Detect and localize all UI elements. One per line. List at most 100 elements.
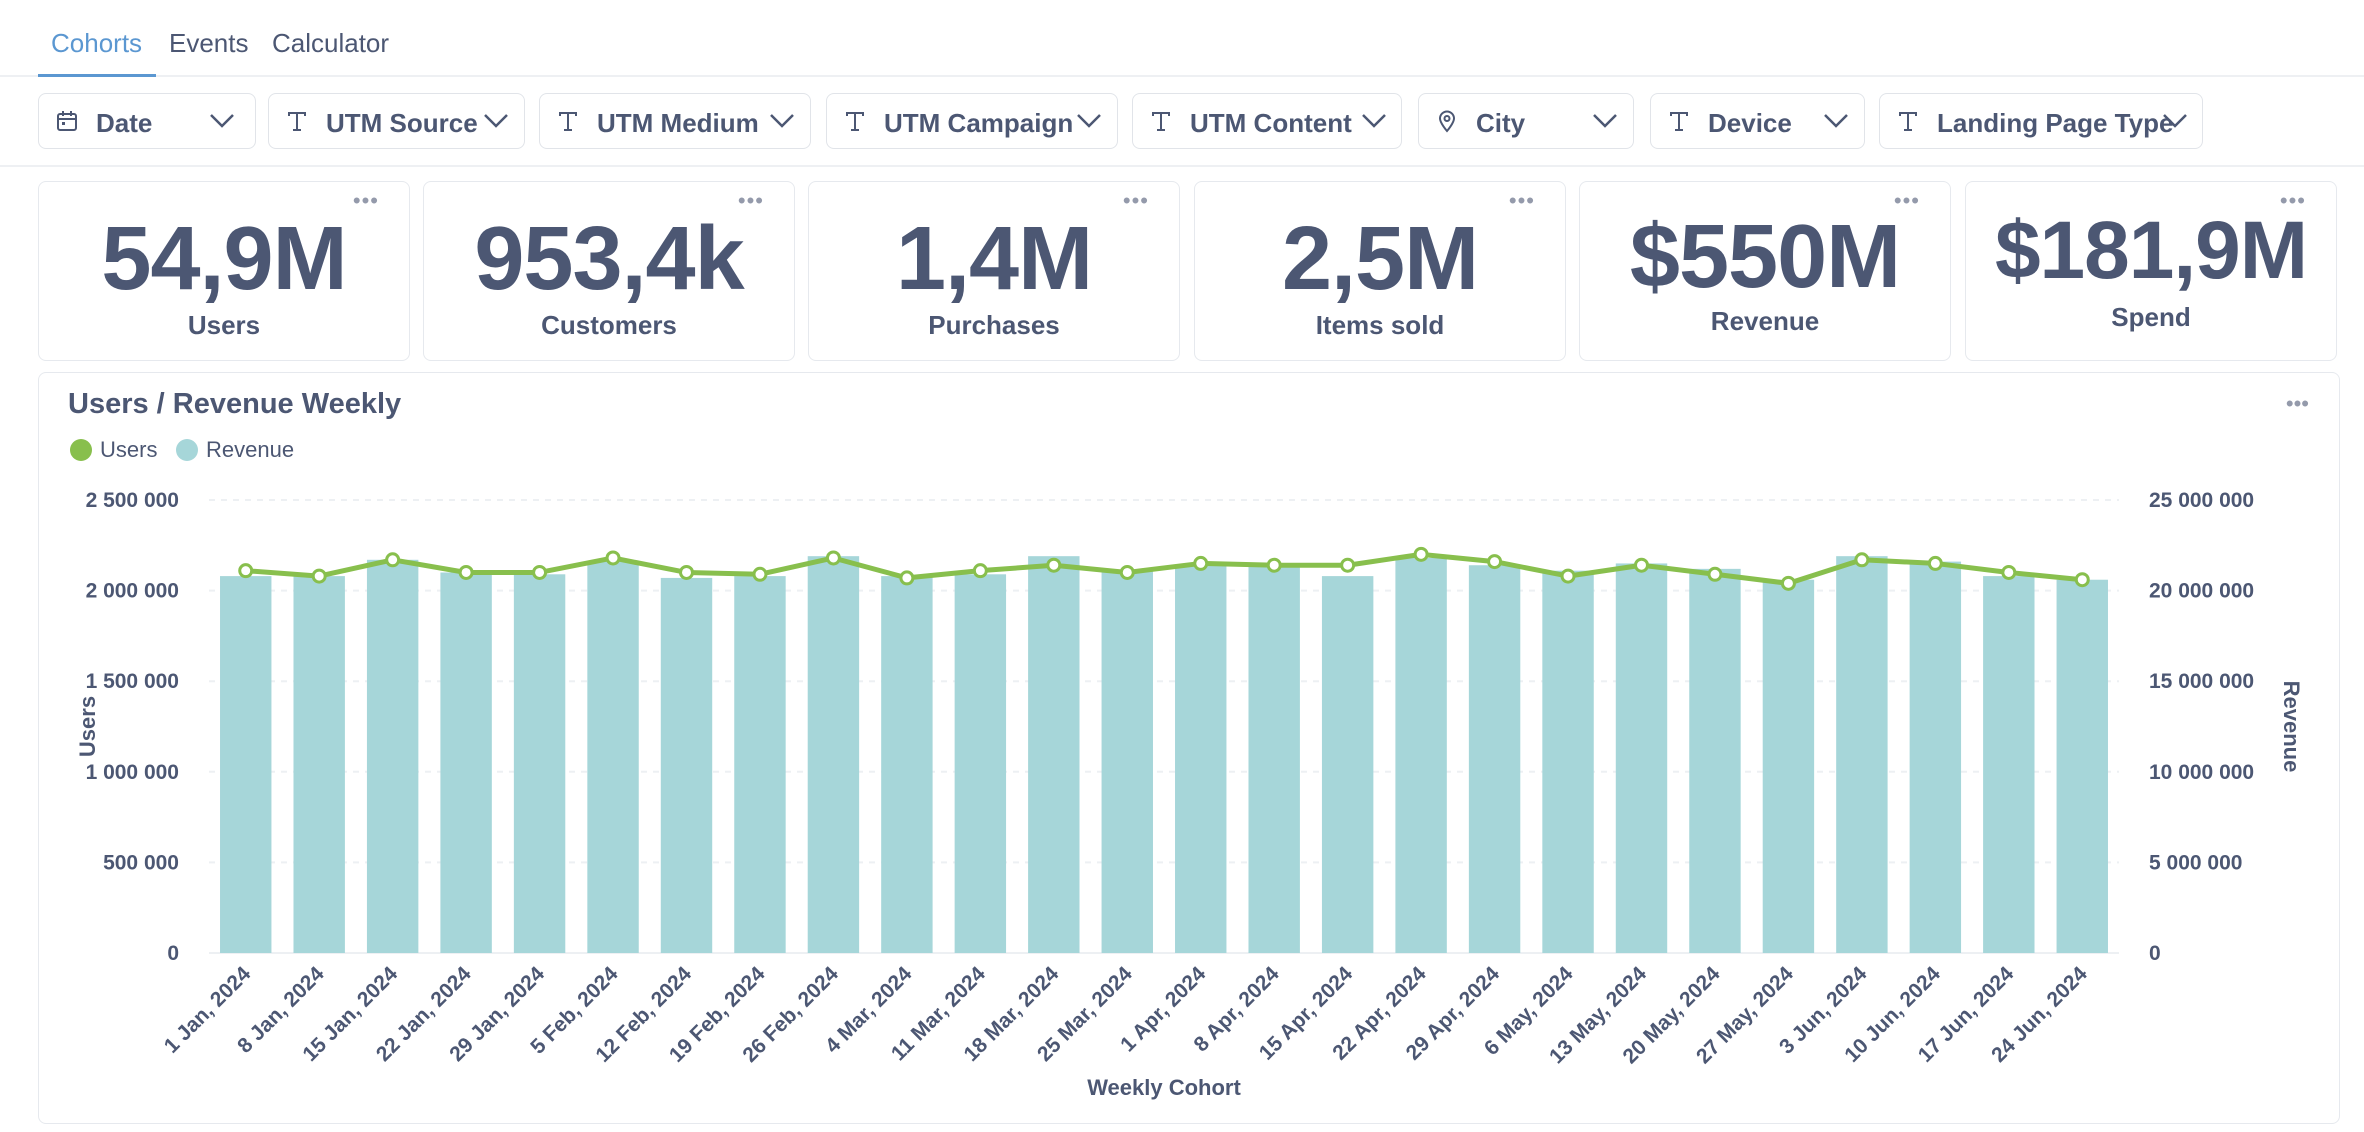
bar-revenue bbox=[1175, 565, 1227, 953]
y2-axis-tick-label: 0 bbox=[2149, 942, 2161, 965]
scalar-card-customers: 953,4k Customers ••• bbox=[423, 181, 795, 361]
bar-revenue bbox=[220, 576, 272, 953]
y-axis-tick-label: 0 bbox=[167, 942, 179, 965]
point-users bbox=[532, 564, 548, 580]
chevron-down-icon bbox=[1362, 114, 1386, 128]
point-users bbox=[458, 564, 474, 580]
tab-calculator[interactable]: Calculator bbox=[272, 28, 390, 58]
chevron-down-icon bbox=[210, 114, 234, 128]
filter-label: Date bbox=[96, 108, 153, 138]
scalar-label: Users bbox=[187, 310, 261, 340]
bar-revenue bbox=[1468, 565, 1521, 953]
bar-revenue bbox=[660, 577, 713, 953]
chart-card-users-revenue: Users / Revenue Weekly ••• Users Revenue… bbox=[38, 372, 2340, 1124]
filter-label: UTM Content bbox=[1190, 108, 1352, 138]
point-users bbox=[1340, 557, 1356, 573]
filter-utm-medium[interactable]: UTM Medium bbox=[539, 93, 811, 149]
bar-revenue bbox=[807, 556, 860, 953]
filter-label: UTM Source bbox=[326, 108, 478, 138]
scalar-card-revenue: $550M Revenue ••• bbox=[1579, 181, 1951, 361]
point-users bbox=[825, 550, 841, 566]
scalar-label: Customers bbox=[541, 310, 677, 340]
point-users bbox=[385, 552, 401, 568]
y2-axis-tick-label: 15 000 000 bbox=[2149, 670, 2254, 693]
point-users bbox=[1780, 575, 1796, 591]
bar-revenue bbox=[1689, 568, 1741, 953]
bar-revenue bbox=[1909, 561, 1962, 953]
text-type-icon bbox=[846, 112, 864, 131]
filter-utm-content[interactable]: UTM Content bbox=[1132, 93, 1402, 149]
filter-date[interactable]: Date bbox=[38, 93, 256, 149]
bar-revenue bbox=[366, 559, 419, 953]
text-type-icon bbox=[1899, 112, 1917, 131]
bar-revenue bbox=[293, 576, 345, 953]
point-users bbox=[2074, 572, 2090, 588]
point-users bbox=[1266, 557, 1282, 573]
more-options-icon[interactable]: ••• bbox=[2285, 391, 2309, 416]
y2-axis-tick-label: 20 000 000 bbox=[2149, 580, 2254, 603]
scalar-label: Items sold bbox=[1315, 310, 1445, 340]
y2-axis-title: Revenue bbox=[2279, 681, 2304, 773]
legend-dot bbox=[70, 439, 92, 461]
y2-axis-tick-label: 10 000 000 bbox=[2149, 761, 2254, 784]
bar-revenue bbox=[1395, 557, 1447, 953]
bar-revenue bbox=[440, 572, 492, 953]
filter-utm-campaign[interactable]: UTM Campaign bbox=[826, 93, 1118, 149]
active-tab-indicator bbox=[38, 74, 156, 77]
chevron-down-icon bbox=[1593, 114, 1617, 128]
scalar-card-purchases: 1,4M Purchases ••• bbox=[808, 181, 1180, 361]
scalar-value: 953,4k bbox=[474, 209, 744, 309]
filter-label: UTM Medium bbox=[597, 108, 759, 138]
y-axis-tick-label: 2 500 000 bbox=[86, 489, 179, 512]
filter-bar: Date UTM Source UTM Medium UTM Campaign … bbox=[0, 77, 2364, 167]
bar-revenue bbox=[1615, 563, 1668, 953]
more-options-icon[interactable]: ••• bbox=[1893, 188, 1920, 213]
more-options-icon[interactable]: ••• bbox=[1508, 188, 1535, 213]
point-users bbox=[1560, 568, 1576, 584]
scalar-value: $550M bbox=[1629, 207, 1901, 307]
bar-revenue bbox=[1836, 556, 1888, 953]
legend-label: Revenue bbox=[206, 437, 295, 462]
legend-dot bbox=[176, 439, 198, 461]
bar-revenue bbox=[2056, 579, 2108, 953]
filter-device[interactable]: Device bbox=[1650, 93, 1865, 149]
point-users bbox=[1193, 555, 1209, 571]
more-options-icon[interactable]: ••• bbox=[352, 188, 379, 213]
filter-city[interactable]: City bbox=[1418, 93, 1634, 149]
text-type-icon bbox=[1670, 112, 1688, 131]
point-users bbox=[752, 566, 768, 582]
more-options-icon[interactable]: ••• bbox=[1122, 188, 1149, 213]
scalar-value: $181,9M bbox=[1994, 205, 2308, 296]
bar-revenue bbox=[587, 561, 639, 953]
scalar-value: 2,5M bbox=[1281, 209, 1479, 309]
scalar-card-items-sold: 2,5M Items sold ••• bbox=[1194, 181, 1566, 361]
tab-events[interactable]: Events bbox=[169, 28, 249, 58]
more-options-icon[interactable]: ••• bbox=[737, 188, 764, 213]
tab-bar: Cohorts Events Calculator bbox=[0, 0, 2364, 77]
y-axis-tick-label: 1 000 000 bbox=[86, 761, 179, 784]
scalar-label: Revenue bbox=[1710, 306, 1820, 336]
y2-axis-tick-label: 25 000 000 bbox=[2149, 489, 2254, 512]
filter-label: Landing Page Type bbox=[1937, 108, 2174, 138]
bar-revenue bbox=[1542, 570, 1594, 953]
point-users bbox=[1707, 566, 1723, 582]
point-users bbox=[311, 568, 327, 584]
line-users bbox=[245, 551, 2083, 586]
filter-landing-page-type[interactable]: Landing Page Type bbox=[1879, 93, 2203, 149]
bar-revenue bbox=[1028, 556, 1080, 953]
chart-title[interactable]: Users / Revenue Weekly bbox=[68, 388, 402, 420]
more-options-icon[interactable]: ••• bbox=[2279, 188, 2306, 213]
y-axis-tick-label: 2 000 000 bbox=[86, 580, 179, 603]
point-users bbox=[605, 550, 621, 566]
chevron-down-icon bbox=[2163, 114, 2187, 128]
point-users bbox=[1119, 564, 1135, 580]
bar-revenue bbox=[1248, 565, 1300, 953]
scalar-card-users: 54,9M Users ••• bbox=[38, 181, 410, 361]
y-axis-title: Users bbox=[75, 696, 100, 757]
filter-label: UTM Campaign bbox=[884, 108, 1074, 138]
bar-revenue bbox=[1983, 576, 2035, 953]
tab-cohorts[interactable]: Cohorts bbox=[51, 28, 143, 58]
text-type-icon bbox=[559, 112, 577, 131]
filter-utm-source[interactable]: UTM Source bbox=[268, 93, 525, 149]
point-users bbox=[1487, 554, 1503, 570]
